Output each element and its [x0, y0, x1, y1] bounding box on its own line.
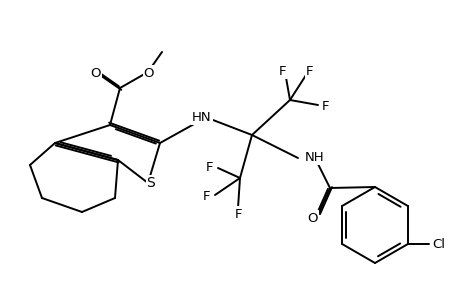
Text: F: F	[306, 64, 313, 77]
Text: HN: HN	[192, 110, 211, 124]
Text: O: O	[143, 67, 154, 80]
Text: S: S	[146, 176, 155, 190]
Text: O: O	[90, 67, 101, 80]
Text: F: F	[279, 64, 286, 77]
Text: F: F	[235, 208, 242, 220]
Text: F: F	[203, 190, 210, 202]
Text: F: F	[206, 160, 213, 173]
Text: Cl: Cl	[431, 238, 444, 251]
Text: NH: NH	[304, 151, 324, 164]
Text: F: F	[322, 100, 329, 112]
Text: O: O	[307, 212, 318, 224]
